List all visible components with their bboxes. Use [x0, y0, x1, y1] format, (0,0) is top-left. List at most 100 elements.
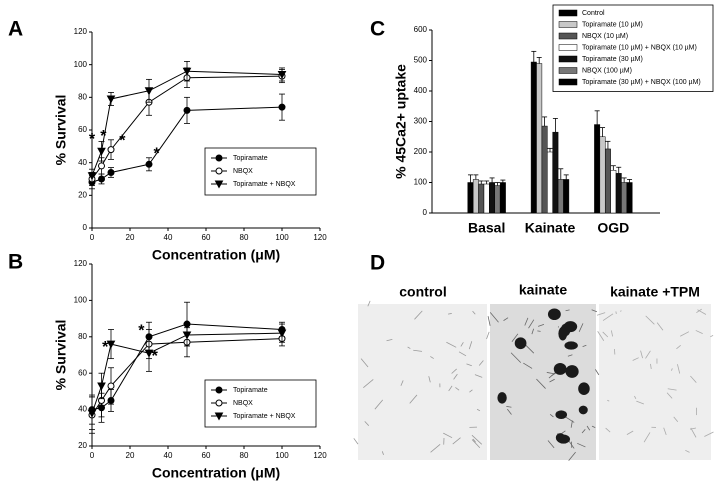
texture: [468, 341, 473, 350]
legend-label: NBQX: [233, 168, 253, 175]
annotation: *: [100, 128, 107, 145]
texture: [645, 315, 655, 325]
texture: [381, 451, 384, 456]
bar: [467, 182, 474, 214]
texture: [549, 378, 555, 383]
texture: [537, 323, 545, 327]
bar: [536, 63, 543, 214]
bar: [499, 182, 506, 214]
y-tick-label: 100: [74, 60, 88, 69]
texture: [596, 312, 606, 316]
texture: [413, 349, 423, 352]
texture: [626, 430, 634, 435]
cell: [564, 341, 578, 350]
annotation: *: [119, 133, 126, 150]
x-tick-label: 60: [202, 233, 211, 242]
y-tick-label: 60: [78, 368, 87, 377]
bar: [494, 185, 501, 214]
y-axis-label: % Survival: [53, 320, 69, 391]
marker: [106, 340, 116, 349]
marker: [215, 386, 223, 394]
texture: [472, 310, 476, 315]
texture: [466, 363, 472, 367]
legend-swatch: [558, 78, 578, 86]
x-tick-label: OGD: [597, 220, 629, 236]
texture: [443, 432, 453, 439]
texture: [489, 312, 499, 323]
texture: [414, 310, 423, 320]
marker: [215, 399, 223, 407]
texture: [570, 420, 573, 428]
texture: [430, 444, 441, 453]
legend-label: Topiramate: [233, 155, 268, 162]
x-tick-label: 0: [90, 451, 95, 460]
texture: [645, 350, 651, 359]
texture: [710, 335, 714, 338]
texture: [666, 392, 673, 399]
texture: [595, 369, 600, 376]
texture: [620, 310, 622, 312]
marker: [278, 103, 286, 111]
x-tick-label: 40: [164, 233, 173, 242]
texture: [582, 344, 587, 347]
micrograph: [358, 304, 487, 460]
texture: [607, 399, 610, 402]
x-tick-label: 20: [126, 451, 135, 460]
texture: [578, 323, 584, 332]
micrograph: [490, 304, 596, 460]
texture: [524, 317, 529, 326]
bar: [604, 148, 611, 214]
texture: [602, 313, 614, 321]
legend-label: Topiramate (10 µM): [582, 21, 643, 28]
marker: [215, 154, 223, 162]
texture: [364, 421, 370, 426]
texture: [667, 388, 677, 391]
y-tick-label: 400: [414, 86, 428, 95]
texture: [360, 358, 369, 368]
x-tick-label: 120: [313, 233, 327, 242]
texture: [386, 339, 393, 342]
marker: [277, 329, 287, 338]
x-axis-label: Concentration (μM): [152, 465, 280, 481]
marker: [107, 168, 115, 176]
x-axis-label: Concentration (μM): [152, 247, 280, 263]
bar: [530, 61, 537, 214]
legend-box: [204, 147, 317, 196]
legend-swatch: [558, 21, 578, 28]
x-tick-label: 120: [313, 451, 327, 460]
texture: [446, 341, 457, 348]
marker: [106, 95, 116, 104]
texture: [528, 319, 535, 329]
texture: [677, 364, 681, 374]
y-tick-label: 120: [74, 27, 88, 36]
legend-label: Topiramate + NBQX: [233, 413, 296, 420]
x-tick-label: 0: [90, 233, 95, 242]
bar: [615, 173, 622, 214]
texture: [428, 376, 431, 383]
texture: [567, 354, 573, 357]
texture: [690, 427, 697, 438]
texture: [503, 317, 509, 321]
y-tick-label: 40: [78, 158, 87, 167]
texture: [536, 378, 546, 389]
cell: [578, 405, 588, 415]
texture: [695, 330, 703, 334]
texture: [671, 368, 673, 371]
marker: [87, 172, 97, 181]
texture: [597, 331, 605, 341]
texture: [673, 416, 679, 423]
cell: [555, 410, 568, 420]
legend-label: Control: [582, 10, 605, 17]
texture: [577, 442, 586, 448]
texture: [486, 331, 490, 340]
texture: [636, 400, 644, 405]
marker: [87, 409, 97, 418]
x-tick-label: 80: [240, 233, 249, 242]
texture: [632, 357, 639, 361]
bar: [599, 136, 606, 214]
texture: [680, 331, 690, 337]
annotation: *: [138, 323, 145, 340]
texture: [704, 431, 714, 437]
texture: [469, 389, 473, 393]
marker: [214, 180, 224, 189]
